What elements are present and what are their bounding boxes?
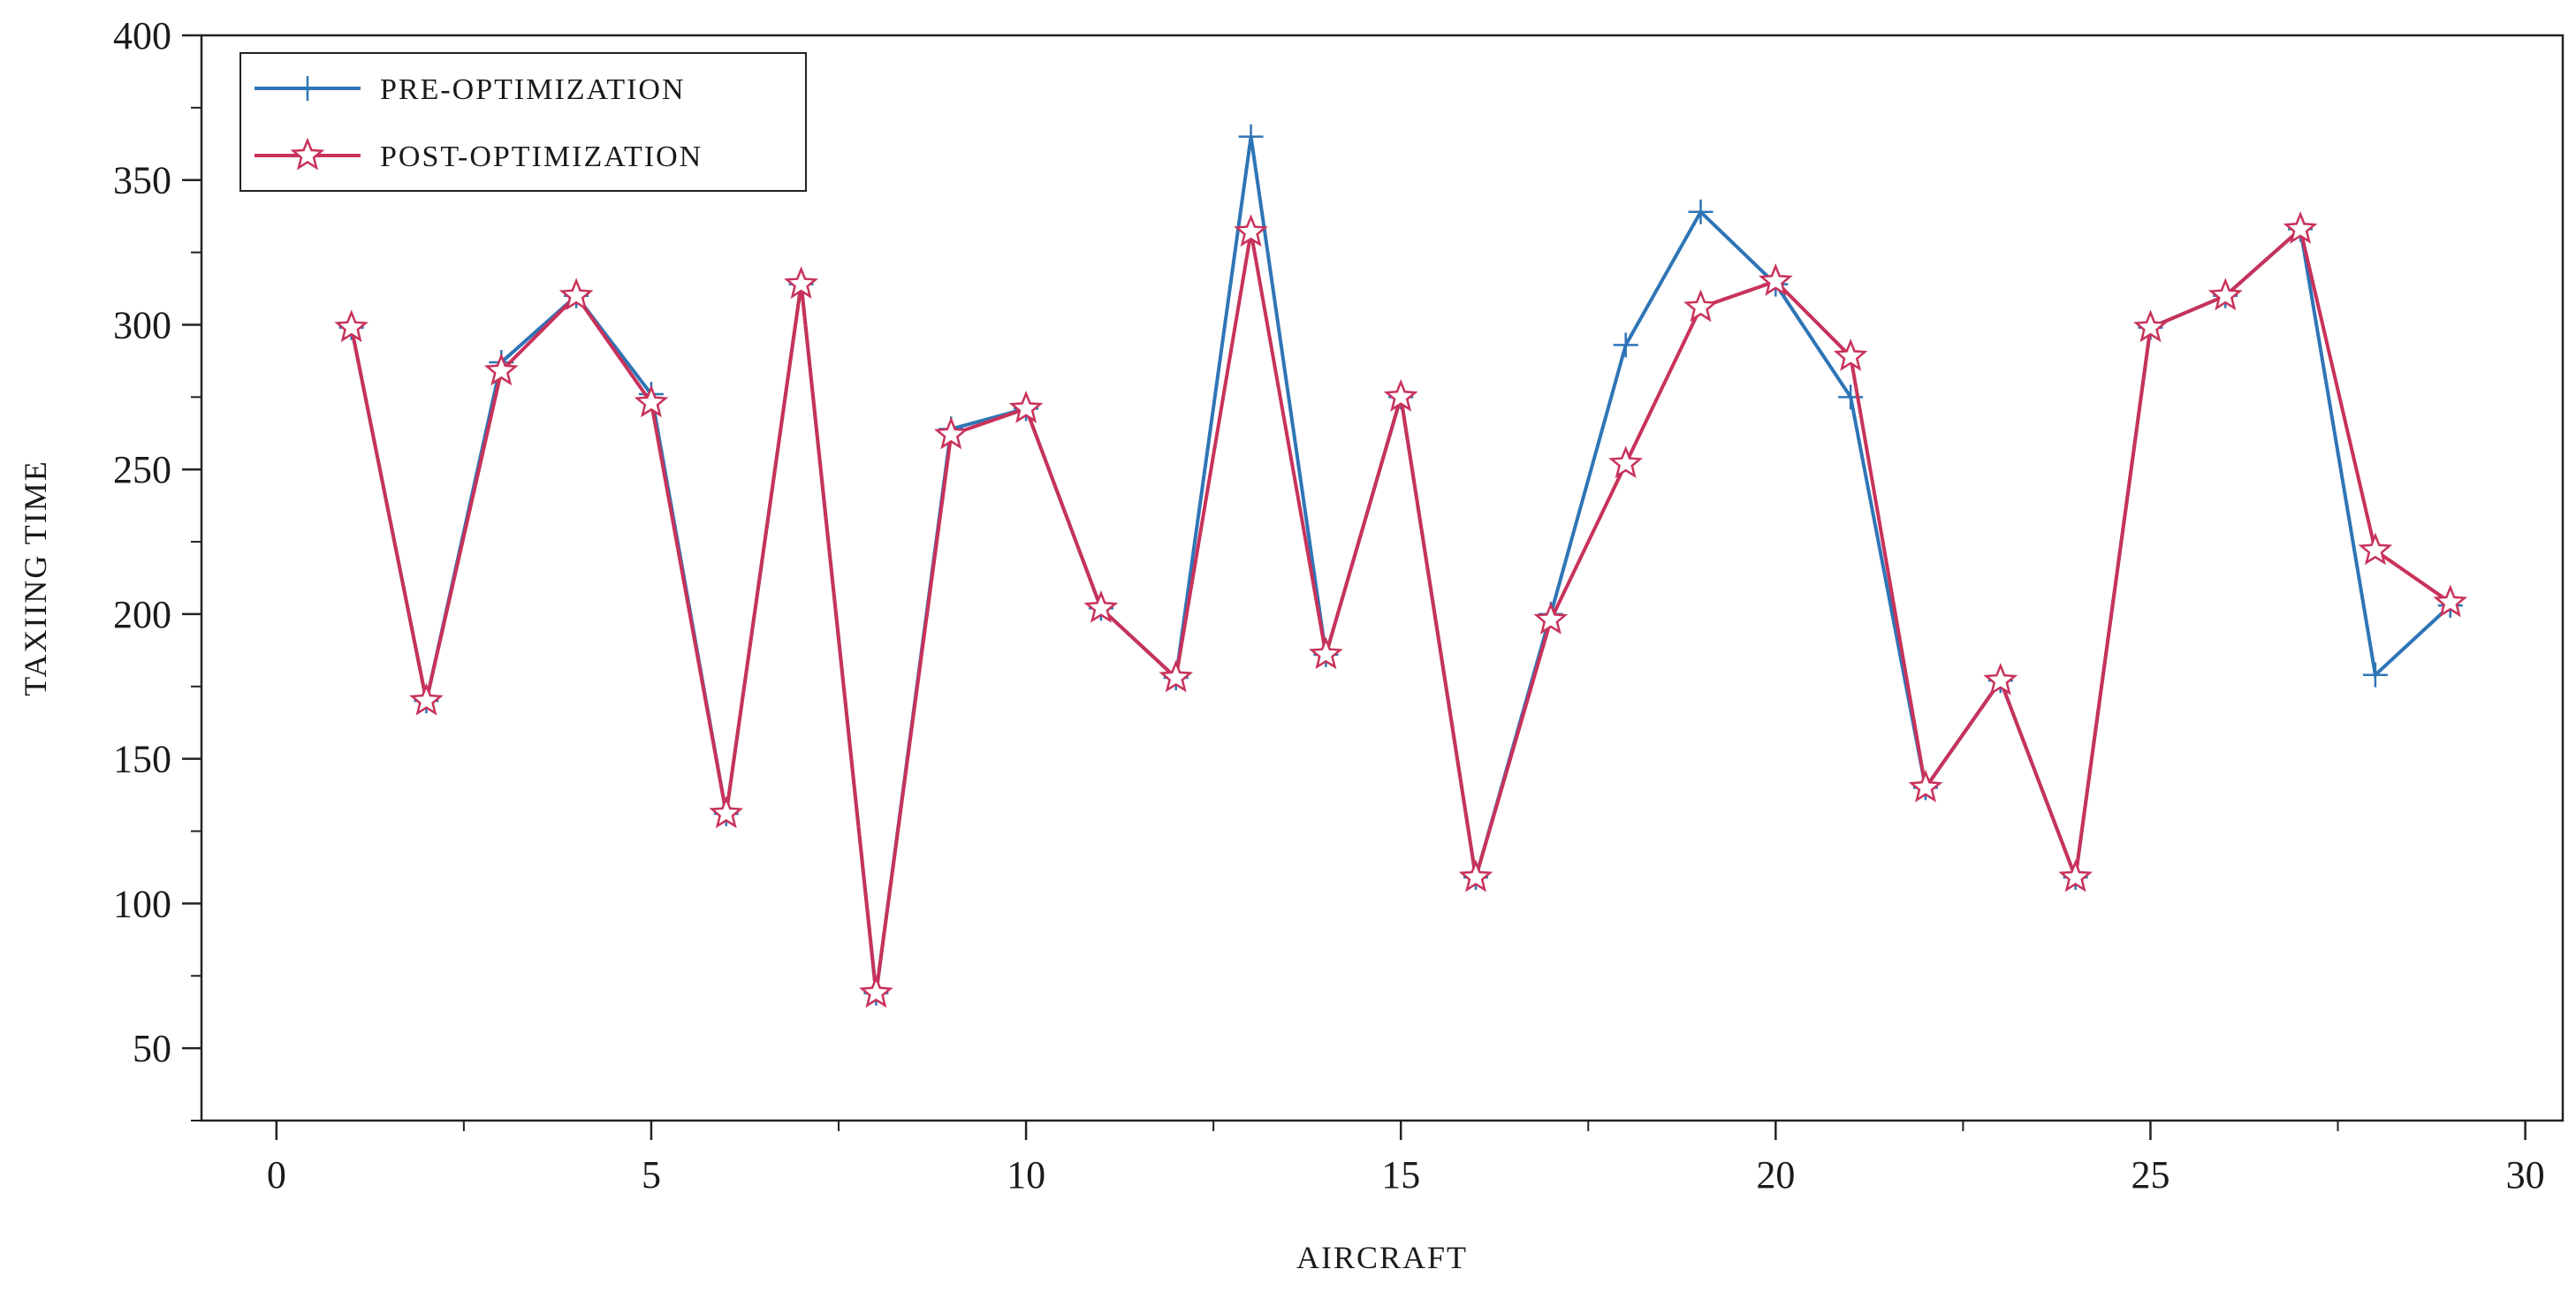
data-point <box>334 309 369 343</box>
legend-marker <box>295 76 320 101</box>
data-point <box>1458 859 1493 893</box>
x-tick-label: 30 <box>2506 1153 2545 1197</box>
y-tick-label: 50 <box>133 1027 171 1070</box>
data-point <box>2133 309 2168 343</box>
data-point <box>1383 378 1418 412</box>
series-layer <box>334 124 2468 1008</box>
plot-frame <box>200 34 2565 1122</box>
data-point <box>2362 662 2388 688</box>
data-point <box>1083 590 1119 623</box>
data-point <box>559 277 594 311</box>
legend-label: POST-OPTIMIZATION <box>380 141 703 173</box>
data-point <box>2207 277 2243 311</box>
data-point <box>1908 770 1943 802</box>
series-pre-optimization <box>338 124 2463 1006</box>
x-tick-label: 10 <box>1007 1153 1045 1197</box>
axis-ticks: 0 5 10 15 20 25 30 50 100 150 200 250 300 350 400 <box>113 14 2545 1197</box>
data-point <box>1008 391 1044 423</box>
x-tick-label: 25 <box>2131 1153 2169 1197</box>
y-tick-label: 150 <box>113 738 171 781</box>
legend-item-pre-optimization: PRE-OPTIMIZATION <box>255 73 686 106</box>
data-point <box>709 795 744 829</box>
y-tick-label: 300 <box>113 303 171 346</box>
x-tick-label: 0 <box>267 1153 286 1197</box>
series-line <box>349 225 2451 994</box>
data-point <box>933 416 969 450</box>
series-line <box>349 136 2452 994</box>
data-point <box>1983 662 2018 695</box>
data-point <box>1309 636 1343 670</box>
x-axis-title: AIRCRAFT <box>1296 1240 1468 1275</box>
legend-item-post-optimization: POST-OPTIMIZATION <box>255 137 703 173</box>
y-tick-label: 200 <box>113 593 171 636</box>
x-tick-label: 15 <box>1381 1153 1420 1197</box>
data-point <box>2433 584 2468 618</box>
data-point <box>1234 214 1268 247</box>
legend-box <box>239 52 807 192</box>
data-point <box>1159 659 1194 693</box>
data-point <box>1759 262 1793 296</box>
data-point <box>1533 602 1569 635</box>
y-tick-label: 250 <box>113 448 171 491</box>
series-post-optimization <box>334 211 2468 1008</box>
y-axis-title: TAXIING TIME <box>18 460 53 695</box>
data-point <box>1608 445 1644 479</box>
x-tick-label: 5 <box>642 1153 661 1197</box>
data-point <box>1688 199 1714 224</box>
legend: PRE-OPTIMIZATION POST-OPTIMIZATION <box>239 52 807 192</box>
data-point <box>634 384 669 418</box>
data-point <box>784 266 819 300</box>
data-point <box>1238 124 1264 149</box>
data-point <box>1833 338 1868 371</box>
data-point <box>409 682 444 716</box>
data-point <box>2358 532 2393 566</box>
y-tick-label: 400 <box>113 14 171 57</box>
x-tick-label: 20 <box>1756 1153 1795 1197</box>
data-point <box>859 975 893 1008</box>
data-point <box>1613 332 1638 358</box>
data-point <box>1683 289 1718 323</box>
data-point <box>2058 859 2093 893</box>
data-point <box>2283 211 2318 244</box>
legend-marker <box>290 137 325 171</box>
y-tick-label: 350 <box>113 159 171 202</box>
y-tick-label: 100 <box>113 882 171 925</box>
data-point <box>483 353 519 386</box>
legend-label: PRE-OPTIMIZATION <box>380 73 686 106</box>
